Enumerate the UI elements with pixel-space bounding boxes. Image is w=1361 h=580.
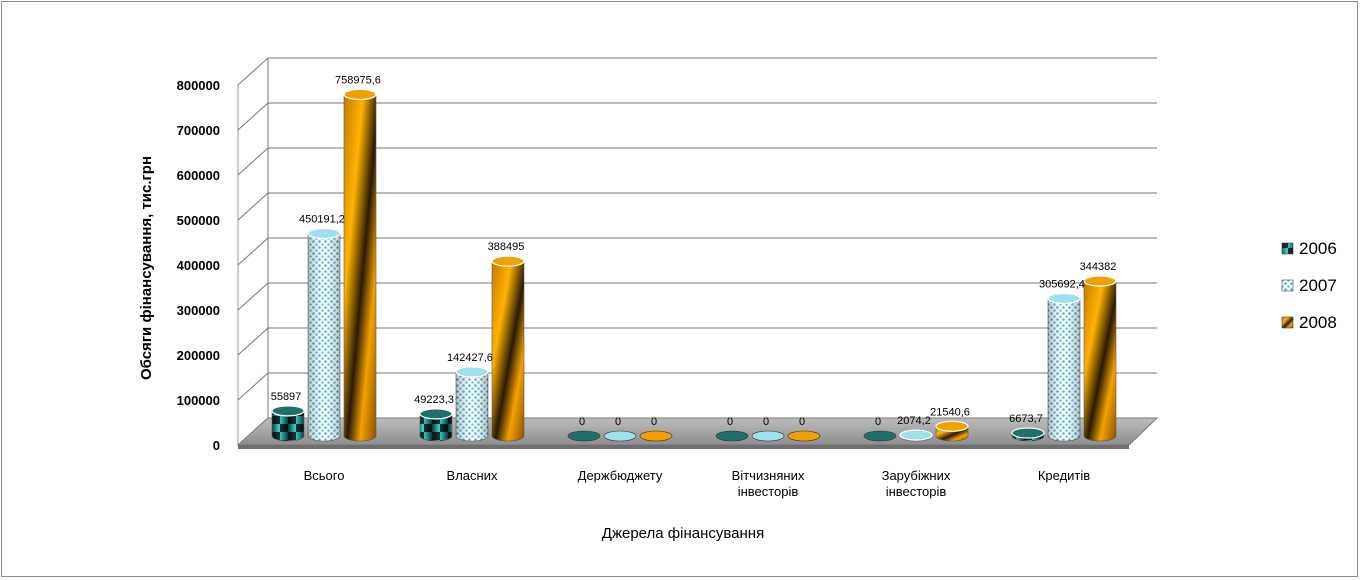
data-label: 0 xyxy=(875,416,881,428)
bar-2008-1 xyxy=(491,260,525,442)
y-tick-label: 300000 xyxy=(177,303,220,318)
data-label: 344382 xyxy=(1080,261,1117,273)
x-tick-label: Зарубіжних xyxy=(882,468,951,483)
y-tick-label: 800000 xyxy=(177,78,220,93)
y-tick-label: 100000 xyxy=(177,393,220,408)
bar-top-2008-0 xyxy=(343,88,377,101)
gridline-diag xyxy=(237,102,269,131)
bar-2008-0 xyxy=(343,94,377,442)
chart-floor-edge xyxy=(238,445,1129,449)
data-label: 450191,2 xyxy=(299,213,345,225)
bar-base-2007-2 xyxy=(603,430,637,442)
legend-swatch-2008 xyxy=(1281,316,1294,329)
bar-top-2007-4 xyxy=(899,429,933,441)
data-label: 0 xyxy=(615,416,621,428)
bar-top-2006-5 xyxy=(1011,427,1045,439)
bar-top-2006-0 xyxy=(271,405,305,417)
bar-top-2008-1 xyxy=(491,255,525,267)
data-label: 0 xyxy=(651,416,657,428)
data-label: 6673,7 xyxy=(1009,413,1043,425)
gridline-diag xyxy=(237,282,269,311)
x-tick-label: Вітчизняних xyxy=(732,468,805,483)
bar-base-2006-3 xyxy=(715,430,749,442)
y-tick-label: 200000 xyxy=(177,348,220,363)
bar-2006-0 xyxy=(271,410,305,442)
gridline-diag xyxy=(237,372,269,401)
gridline-diag xyxy=(237,147,269,176)
data-label: 0 xyxy=(727,416,733,428)
bar-base-2006-4 xyxy=(863,430,897,442)
legend-swatch-2007 xyxy=(1281,279,1294,292)
y-axis-title: Обсяги фінансування, тис.грн xyxy=(138,156,155,380)
x-tick-label: Власних xyxy=(447,468,498,483)
x-axis-title: Джерела фінансування xyxy=(602,525,764,542)
data-label: 0 xyxy=(763,416,769,428)
bar-2008-5 xyxy=(1083,280,1117,442)
y-tick-label: 700000 xyxy=(177,123,220,138)
bar-base-2008-3 xyxy=(787,430,821,442)
bar-shade-2007-1 xyxy=(456,371,488,441)
data-label: 55897 xyxy=(271,391,302,403)
y-tick-label: 600000 xyxy=(177,168,220,183)
gridline-diag xyxy=(237,327,269,356)
data-label: 758975,6 xyxy=(335,74,381,86)
y-tick-label: 400000 xyxy=(177,258,220,273)
x-tick-label: інвесторів xyxy=(738,484,799,499)
bar-2006-1 xyxy=(419,413,453,442)
data-label: 2074,2 xyxy=(897,415,931,427)
bar-shade-2007-5 xyxy=(1048,298,1080,441)
legend-label: 2006 xyxy=(1299,239,1337,258)
legend-label: 2007 xyxy=(1299,276,1337,295)
gridline-diag xyxy=(237,192,269,221)
data-label: 142427,6 xyxy=(447,352,493,364)
bar-top-2006-1 xyxy=(419,408,453,420)
x-tick-label: інвесторів xyxy=(886,484,947,499)
bar-top-2007-0 xyxy=(307,227,341,240)
legend-label: 2008 xyxy=(1299,313,1337,332)
bar-top-2007-5 xyxy=(1047,292,1081,305)
bar-top-2008-4 xyxy=(935,420,969,432)
data-label: 305692,4 xyxy=(1039,278,1085,290)
gridline-diag xyxy=(237,57,269,86)
x-tick-label: Держбюджету xyxy=(578,468,663,483)
bar-top-2007-1 xyxy=(455,366,489,378)
data-label: 0 xyxy=(579,416,585,428)
data-label: 21540,6 xyxy=(930,406,970,418)
bar-base-2007-3 xyxy=(751,430,785,442)
x-tick-label: Всього xyxy=(304,468,345,483)
gridline-diag xyxy=(237,237,269,266)
bar-shade-2007-0 xyxy=(308,233,340,441)
data-label: 0 xyxy=(799,416,805,428)
bar-base-2006-2 xyxy=(567,430,601,442)
data-label: 388495 xyxy=(488,241,525,253)
bar-top-2008-5 xyxy=(1083,275,1117,287)
legend-swatch-2006 xyxy=(1281,242,1294,255)
x-tick-label: Кредитів xyxy=(1038,468,1090,483)
y-tick-label: 0 xyxy=(213,438,220,453)
data-label: 49223,3 xyxy=(414,394,454,406)
bar-base-2008-2 xyxy=(639,430,673,442)
y-tick-label: 500000 xyxy=(177,213,220,228)
